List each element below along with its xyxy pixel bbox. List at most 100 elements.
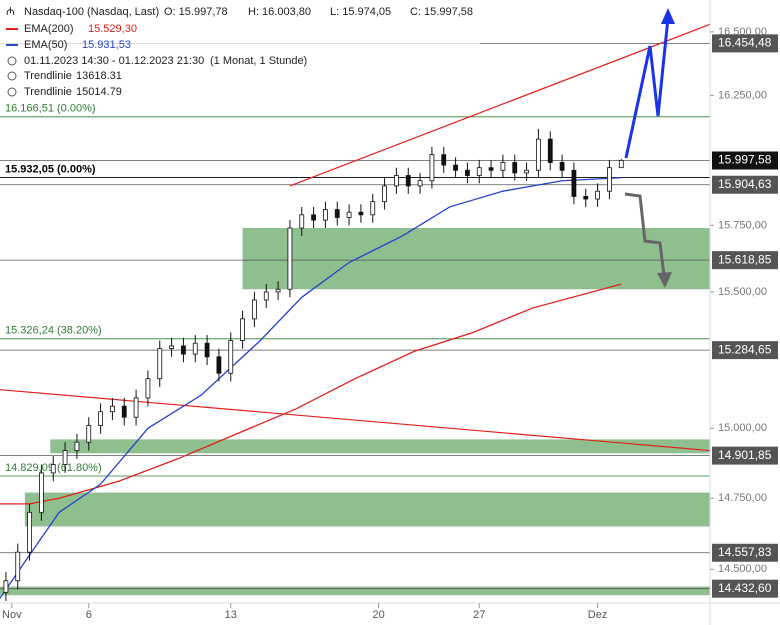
icon [7,71,17,81]
candle-body [74,441,80,451]
level-label: 14.432,60 [718,581,772,595]
candle-body [62,450,68,465]
candle-body [547,138,553,163]
level-label: 16.454,48 [718,36,772,50]
level-badge [712,543,778,562]
candle-body [15,551,21,582]
candle-body [50,464,56,474]
candle-body [405,175,411,187]
x-tick-label: 6 [86,609,92,621]
date-range: 01.11.2023 14:30 - 01.12.2023 21:30 [24,55,204,67]
candle-body [98,411,103,426]
level-label: 15.997,58 [718,153,772,167]
level-badge [712,151,778,170]
level-badge [712,579,778,598]
y-tick-label: 15.750,00 [718,219,767,231]
y-tick-label: 16.250,00 [718,89,767,101]
x-tick-label: Dez [588,609,608,621]
candle-body [465,169,470,176]
candle-body [571,169,577,197]
x-tick-label: 13 [225,609,237,621]
candle-body [299,214,305,229]
candle-body [121,405,127,418]
fib-label: 15.932,05 (0.00%) [5,163,96,175]
level-badge [712,341,778,360]
forecast-arrows [624,8,675,288]
candle-body [27,511,32,553]
trendline-name: Trendlinie [24,86,72,98]
level-label: 14.901,85 [718,448,772,462]
trend-line [0,389,711,452]
candle-body [216,356,222,374]
candle-body [524,169,529,174]
candle-body [500,162,506,171]
zone [24,492,711,527]
candle-body [181,345,186,355]
zone [242,228,711,290]
candle-body [512,162,518,174]
candle-body [559,162,565,171]
candle-body [157,348,163,380]
fib-label: 15.326,24 (38.20%) [5,325,102,337]
candle-body [86,425,92,443]
candle-body [382,185,387,203]
level-label: 15.904,63 [718,177,772,191]
legend-name: EMA(200) [24,23,74,35]
candle-body [169,345,174,350]
header-bg [0,0,480,104]
candle-body [334,209,340,218]
candle-body [192,342,198,355]
candle-body [417,180,423,187]
candle-body [110,405,115,413]
x-tick-label: 27 [473,609,485,621]
candle-body [145,378,151,399]
level-badge [712,34,778,53]
header: ₼ Nasdaq-100 (Nasdaq, Last) O: 15.997,78… [0,0,480,104]
legend-value: 15.529,30 [88,23,137,35]
x-tick-label: 20 [373,609,385,621]
candle-body [263,291,269,301]
x-tick-label: Nov [2,609,22,621]
level-label: 14.557,83 [718,545,772,559]
zone [0,586,710,596]
header-title: Nasdaq-100 (Nasdaq, Last) [24,6,159,18]
level-label: 15.618,85 [718,252,772,266]
candle-body [228,340,234,374]
candle-body [133,397,139,418]
candle-body [323,209,328,221]
forecast-down [624,192,666,277]
y-tick-label: 15.000,00 [718,422,767,434]
trendline-value: 13618.31 [76,70,122,82]
candle-body [429,154,435,182]
candle-body [275,288,281,293]
trend-line [289,23,711,187]
plot-area: 16.166,51 (0.00%) 15.932,05 (0.00%) 15.326… [0,23,711,601]
level-badge [712,251,778,270]
candle-body [240,318,245,341]
candle-body [346,211,352,218]
candle-body [453,164,458,171]
trendline-value: 15014.79 [76,86,122,98]
icon [7,87,17,97]
y-tick-label: 14.500,00 [718,563,767,575]
candle-body [370,201,376,216]
candle-body [441,154,447,166]
arrow-head [657,272,672,288]
y-tick-label: 14.750,00 [718,492,767,504]
candle-body [204,342,210,358]
candle-body [536,138,541,171]
legend-value: 15.931,53 [82,39,131,51]
icon: ₼ [6,6,15,18]
icon [7,56,17,66]
candle-body [476,167,482,176]
candle-body [595,190,600,200]
candle-body [252,299,257,320]
candle-body [287,227,293,290]
candle-body [488,167,494,171]
fib-label: 16.166,51 (0.00%) [5,103,96,115]
candle-body [311,214,316,221]
arrow-head [661,8,675,24]
ema-line [0,283,622,505]
forecast-up [624,17,670,159]
ohlc: H: 16.003,80 [248,6,311,18]
